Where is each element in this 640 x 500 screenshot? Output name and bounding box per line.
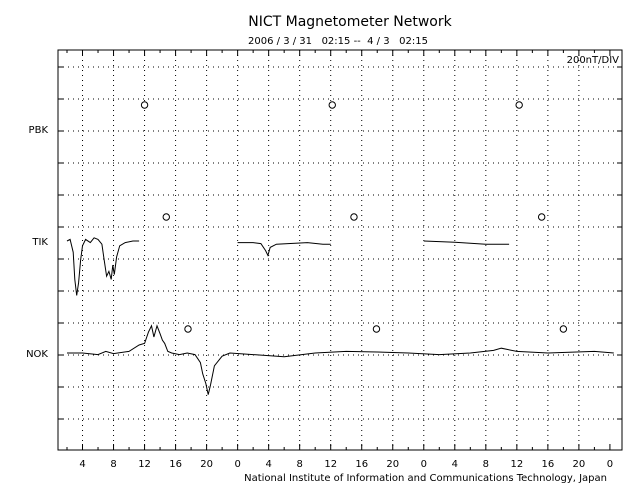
x-tick-label: 16 (169, 459, 182, 470)
x-tick-label: 20 (573, 459, 586, 470)
scale-label: 200nT/DIV (567, 55, 620, 66)
x-tick-label: 0 (607, 459, 613, 470)
midnight-markers (140, 101, 568, 333)
x-tick-label: 20 (200, 459, 213, 470)
x-tick-label: 12 (138, 459, 151, 470)
midnight-marker (328, 101, 336, 109)
series-traces (66, 237, 614, 395)
chart-title: NICT Magnetometer Network (248, 14, 452, 30)
x-tick-label: 8 (296, 459, 302, 470)
midnight-marker (140, 101, 149, 109)
trace-tik (423, 240, 510, 245)
trace-tik (237, 242, 331, 257)
x-tick-label: 16 (355, 459, 368, 470)
midnight-marker (515, 101, 523, 109)
midnight-marker (372, 325, 381, 333)
midnight-marker (162, 213, 170, 221)
midnight-marker (537, 213, 546, 221)
chart-subtitle: 2006 / 3 / 31 02:15 -- 4 / 3 02:15 (248, 36, 428, 47)
axis-ticks (58, 50, 622, 450)
trace-tik (66, 237, 140, 296)
x-tick-label: 4 (452, 459, 458, 470)
x-tick-label: 12 (510, 459, 523, 470)
station-label: TIK (31, 237, 48, 248)
midnight-marker (559, 325, 568, 333)
x-tick-label: 8 (483, 459, 489, 470)
station-labels: PBK TIK NOK (26, 125, 48, 360)
x-tick-label: 4 (265, 459, 271, 470)
x-tick-label: 20 (386, 459, 399, 470)
midnight-marker (350, 213, 358, 221)
x-tick-label: 12 (324, 459, 337, 470)
x-tick-label: 4 (79, 459, 85, 470)
trace-nok (67, 324, 614, 395)
x-tick-label: 16 (542, 459, 555, 470)
grid-lines (58, 50, 622, 450)
x-tick-label: 0 (234, 459, 240, 470)
credit-text: National Institute of Information and Co… (244, 473, 607, 484)
x-tick-label: 0 (421, 459, 427, 470)
plot-frame (57, 49, 623, 451)
station-label: NOK (26, 349, 48, 360)
midnight-marker (184, 325, 192, 333)
x-tick-label: 8 (110, 459, 116, 470)
station-label: PBK (29, 125, 49, 136)
x-tick-labels: 4 8 12 16 20 0 4 8 12 16 20 0 4 8 12 16 20 0 (79, 459, 613, 470)
